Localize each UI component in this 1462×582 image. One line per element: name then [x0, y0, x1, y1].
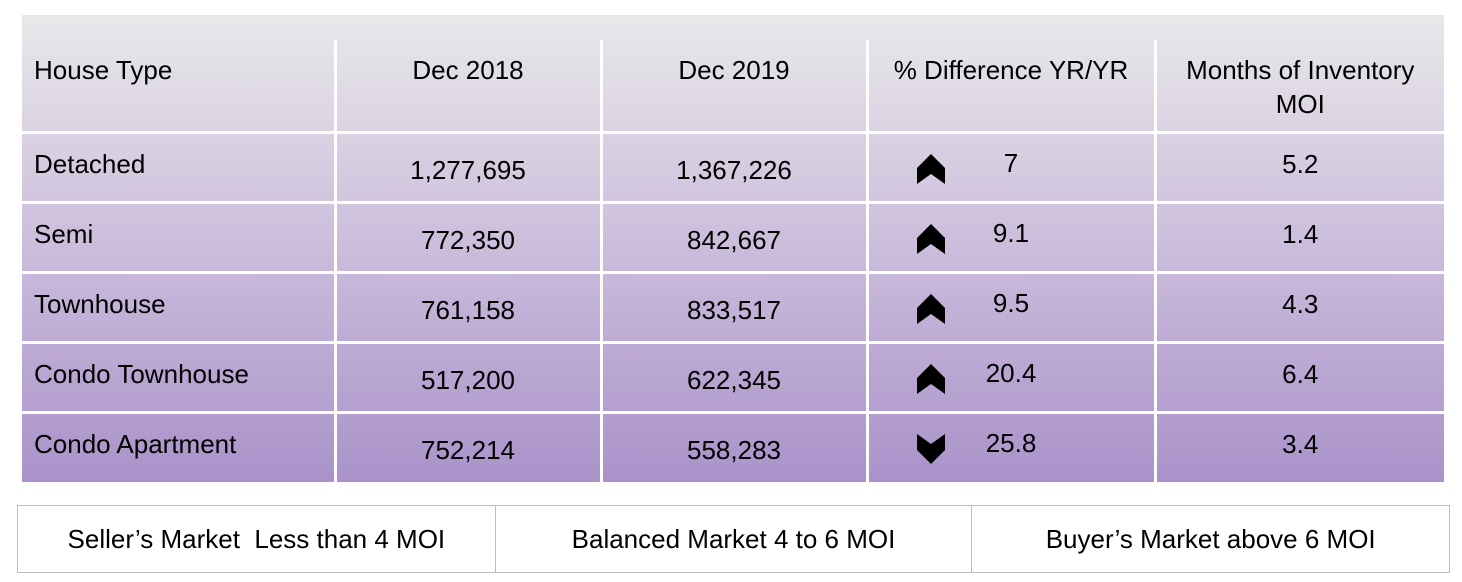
- difference-cell: 7: [865, 132, 1155, 204]
- moi-cell: 4.3: [1153, 272, 1444, 344]
- table-row: Detached 1,277,695 1,367,226 7 5.2: [22, 132, 1444, 204]
- table-row: Semi 772,350 842,667 9.1 1.4: [22, 202, 1444, 274]
- dec-2018-cell: 1,277,695: [333, 132, 601, 204]
- market-legend: Seller’s Market Less than 4 MOI Balanced…: [17, 505, 1450, 573]
- difference-value: 20.4: [985, 357, 1037, 388]
- house-type-cell: Detached: [22, 132, 335, 204]
- difference-cell-inner: 7: [869, 134, 1154, 201]
- moi-cell: 6.4: [1153, 342, 1444, 414]
- difference-cell: 9.1: [865, 202, 1155, 274]
- dec-2019-cell: 622,345: [599, 342, 867, 414]
- arrow-up-icon: [916, 223, 945, 254]
- difference-cell-inner: 20.4: [869, 344, 1154, 411]
- table-row: Condo Apartment 752,214 558,283 25.8 3.4: [22, 412, 1444, 482]
- header-moi-line1: Months of Inventory: [1186, 55, 1415, 85]
- house-type-cell: Semi: [22, 202, 335, 274]
- moi-cell: 1.4: [1153, 202, 1444, 274]
- header-house-type: House Type: [22, 40, 335, 134]
- house-type-cell: Condo Apartment: [34, 428, 237, 459]
- house-type-cell: Condo Townhouse: [22, 342, 335, 414]
- dec-2019-cell: 558,283: [599, 412, 867, 482]
- dec-2019-cell: 842,667: [599, 202, 867, 274]
- difference-cell: 20.4: [865, 342, 1155, 414]
- legend-sellers-market: Seller’s Market Less than 4 MOI: [67, 523, 446, 554]
- market-table-panel: House Type Dec 2018 Dec 2019 % Differenc…: [22, 15, 1444, 482]
- header-dec-2018: Dec 2018: [333, 40, 601, 134]
- header-moi-line2: MOI: [1275, 89, 1325, 119]
- arrow-up-icon: [916, 153, 945, 184]
- difference-cell-inner: 25.8: [869, 414, 1154, 483]
- difference-value: 9.5: [992, 287, 1030, 318]
- dec-2018-cell: 517,200: [333, 342, 601, 414]
- arrow-up-icon: [916, 293, 945, 324]
- dec-2018-cell: 772,350: [333, 202, 601, 274]
- difference-cell-inner: 9.5: [869, 274, 1154, 341]
- difference-cell: 9.5: [865, 272, 1155, 344]
- dec-2018-cell: 752,214: [333, 412, 601, 482]
- header-dec-2019: Dec 2019: [599, 40, 867, 134]
- moi-cell: 5.2: [1153, 132, 1444, 204]
- house-type-cell: Townhouse: [22, 272, 335, 344]
- dec-2019-cell: 833,517: [599, 272, 867, 344]
- difference-value: 7: [1003, 147, 1019, 178]
- header-difference: % Difference YR/YR: [865, 40, 1155, 134]
- difference-value: 25.8: [985, 427, 1037, 458]
- legend-balanced-market: Balanced Market 4 to 6 MOI: [494, 506, 972, 572]
- dec-2019-cell: 1,367,226: [599, 132, 867, 204]
- market-table: House Type Dec 2018 Dec 2019 % Differenc…: [22, 40, 1444, 482]
- table-row: Townhouse 761,158 833,517 9.5 4.3: [22, 272, 1444, 344]
- arrow-down-icon: [916, 433, 945, 464]
- table-row: Condo Townhouse 517,200 622,345 20.4 6.4: [22, 342, 1444, 414]
- difference-cell: 25.8: [865, 412, 1155, 483]
- moi-cell: 3.4: [1153, 412, 1444, 482]
- arrow-up-icon: [916, 363, 945, 394]
- difference-value: 9.1: [992, 217, 1030, 248]
- header-row: House Type Dec 2018 Dec 2019 % Differenc…: [22, 40, 1444, 134]
- dec-2018-cell: 761,158: [333, 272, 601, 344]
- difference-cell-inner: 9.1: [869, 204, 1154, 271]
- legend-buyers-market: Buyer’s Market above 6 MOI: [971, 506, 1449, 572]
- header-moi: Months of Inventory MOI: [1153, 40, 1444, 134]
